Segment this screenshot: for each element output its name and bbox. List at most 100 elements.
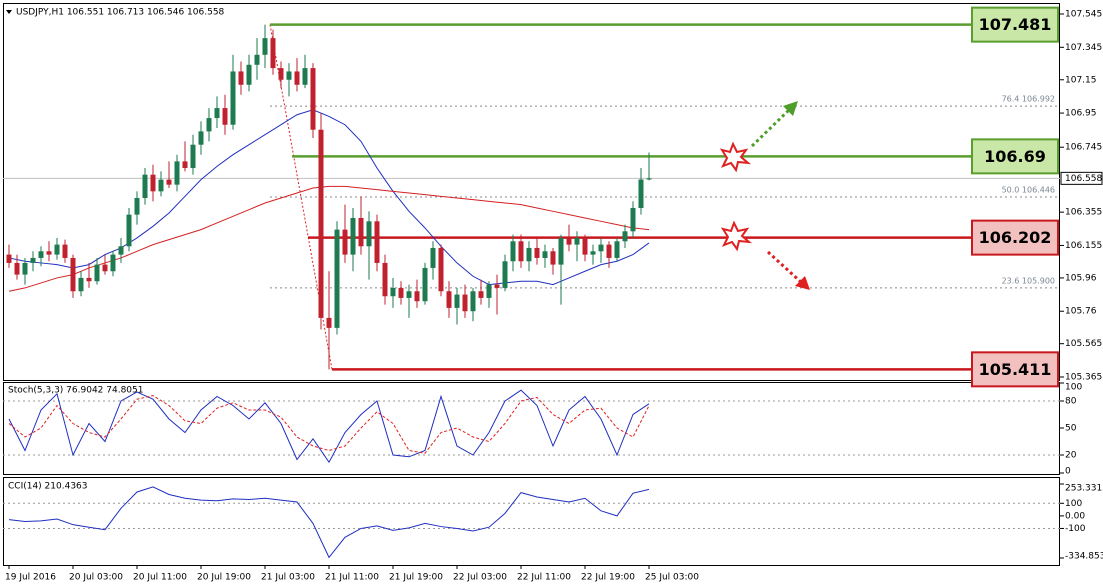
candle-body bbox=[254, 54, 260, 65]
x-tick-label: 20 Jul 03:00 bbox=[69, 573, 123, 583]
candle-body bbox=[166, 179, 172, 185]
price-panel bbox=[3, 3, 1060, 381]
cci-panel bbox=[3, 477, 1060, 566]
candle-body bbox=[342, 229, 348, 255]
candle-body bbox=[358, 217, 364, 247]
candle-body bbox=[318, 129, 324, 318]
candle-body bbox=[510, 241, 516, 262]
fib-label: 76.4 106.992 bbox=[1002, 95, 1055, 104]
candle-body bbox=[70, 257, 76, 292]
candle-body bbox=[390, 287, 396, 297]
chart-title: USDJPY,H1 106.551 106.713 106.546 106.55… bbox=[16, 8, 225, 18]
down-arrow bbox=[766, 250, 804, 285]
candle-body bbox=[326, 317, 332, 328]
candle-body bbox=[590, 251, 596, 255]
y-tick-label: -334.8536 bbox=[1065, 552, 1103, 562]
x-tick-label: 21 Jul 19:00 bbox=[389, 573, 443, 583]
candle-body bbox=[350, 217, 356, 255]
y-tick-label: 105.96 bbox=[1065, 273, 1097, 283]
candle-body bbox=[486, 284, 492, 298]
level-label: 106.202 bbox=[979, 228, 1052, 247]
candle-body bbox=[206, 118, 212, 132]
candle-body bbox=[382, 262, 388, 297]
y-tick-label: 80 bbox=[1065, 397, 1077, 407]
candle-body bbox=[278, 68, 284, 80]
candle-body bbox=[126, 214, 132, 247]
y-tick-label: 20 bbox=[1065, 451, 1077, 461]
candle-body bbox=[190, 144, 196, 169]
level-box bbox=[971, 138, 1059, 175]
current-price-box bbox=[1060, 171, 1103, 185]
up-arrow bbox=[750, 107, 792, 148]
candle-body bbox=[438, 247, 444, 292]
candle-body bbox=[302, 68, 308, 85]
x-tick-label: 21 Jul 03:00 bbox=[261, 573, 315, 583]
y-tick-label: 105.76 bbox=[1065, 307, 1097, 317]
candle-body bbox=[102, 264, 108, 272]
level-box bbox=[971, 6, 1059, 43]
candle-body bbox=[454, 294, 460, 308]
candle-body bbox=[478, 291, 484, 298]
moving-average bbox=[8, 109, 650, 286]
candle-body bbox=[630, 207, 636, 232]
candle-body bbox=[14, 262, 20, 275]
candle-body bbox=[46, 251, 52, 255]
candle-body bbox=[174, 161, 180, 185]
candle-body bbox=[286, 71, 292, 80]
candle-body bbox=[414, 291, 420, 302]
stoch-panel bbox=[3, 382, 1060, 475]
fib-label: 23.6 105.900 bbox=[1002, 276, 1055, 285]
candle-body bbox=[30, 257, 36, 263]
candle-body bbox=[542, 251, 548, 258]
candle-body bbox=[86, 277, 92, 282]
candle-body bbox=[646, 178, 652, 180]
down-arrow-head bbox=[795, 276, 810, 290]
candle-body bbox=[134, 197, 140, 215]
candle-body bbox=[238, 71, 244, 85]
candle-body bbox=[198, 131, 204, 145]
candle-body bbox=[94, 264, 100, 282]
y-tick-label: 106.155 bbox=[1065, 241, 1102, 251]
candle-body bbox=[38, 251, 44, 258]
candle-body bbox=[110, 254, 116, 272]
candle-body bbox=[262, 38, 268, 55]
candle-body bbox=[406, 291, 412, 298]
candle-body bbox=[574, 237, 580, 245]
burst-icon bbox=[720, 220, 753, 252]
candle-body bbox=[118, 246, 124, 255]
x-tick-label: 20 Jul 11:00 bbox=[133, 573, 187, 583]
indicator-line bbox=[8, 486, 650, 559]
y-tick-label: -100 bbox=[1065, 524, 1086, 534]
candle-body bbox=[310, 68, 316, 130]
fib-label: 50.0 106.446 bbox=[1002, 185, 1055, 194]
y-tick-label: 107.345 bbox=[1065, 43, 1102, 53]
level-box bbox=[971, 219, 1059, 256]
candle-body bbox=[230, 71, 236, 125]
candle-body bbox=[246, 64, 252, 85]
burst-icon bbox=[719, 141, 752, 173]
candle-body bbox=[182, 161, 188, 169]
candle-body bbox=[374, 221, 380, 263]
candle-body bbox=[270, 38, 276, 69]
candle-body bbox=[398, 287, 404, 298]
candle-body bbox=[622, 231, 628, 242]
candle-body bbox=[606, 244, 612, 258]
y-tick-label: 105.365 bbox=[1065, 373, 1102, 383]
y-tick-label: 105.565 bbox=[1065, 339, 1102, 349]
x-tick-label: 22 Jul 19:00 bbox=[581, 573, 635, 583]
candle-body bbox=[294, 71, 300, 85]
y-tick-label: 100 bbox=[1065, 383, 1082, 393]
y-tick-label: 106.95 bbox=[1065, 109, 1097, 119]
candle-body bbox=[22, 262, 28, 275]
candle-body bbox=[470, 291, 476, 312]
y-tick-label: 0.00 bbox=[1065, 511, 1085, 521]
candle-body bbox=[598, 244, 604, 252]
candle-body bbox=[150, 174, 156, 192]
candle-body bbox=[78, 277, 84, 292]
candle-body bbox=[638, 179, 644, 208]
indicator-line bbox=[8, 389, 650, 464]
current-price-label: 106.558 bbox=[1065, 174, 1102, 184]
level-label: 106.69 bbox=[984, 147, 1046, 166]
indicator-line bbox=[8, 395, 650, 454]
